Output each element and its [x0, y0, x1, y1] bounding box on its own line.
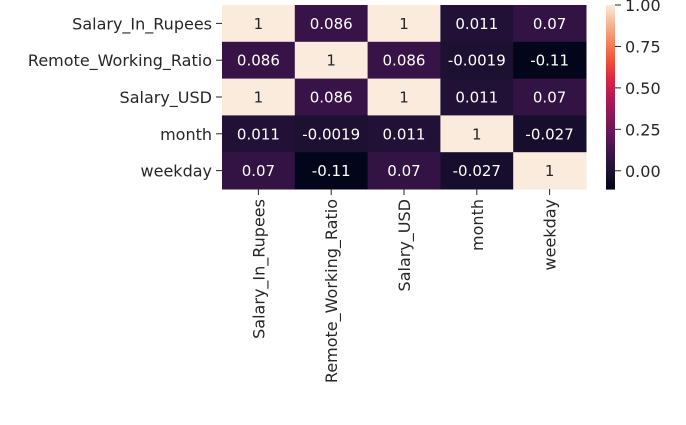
column-label: month [468, 199, 487, 251]
cell-value-label: 0.011 [237, 125, 280, 143]
row-label: Salary_USD [120, 88, 212, 108]
heatmap-cells: 1 0.086 1 0.011 0.07 0.086 1 0.086 -0.0019 -0.11 1… [222, 5, 587, 190]
cell-value-label: 1 [545, 162, 555, 180]
cell-value-label: 0.07 [387, 162, 420, 180]
cell-value-label: 1 [326, 52, 336, 70]
cell-value-label: 0.011 [383, 125, 426, 143]
cell-value-label: 0.07 [533, 89, 566, 107]
row-label: month [160, 125, 212, 144]
cell-value-label: 1 [399, 15, 409, 33]
cell-value-label: 0.07 [242, 162, 275, 180]
row-label: Remote_Working_Ratio [28, 51, 212, 71]
cell-value-label: 1 [399, 89, 409, 107]
colorbar: 1.00 0.75 0.50 0.25 0.00 [606, 0, 661, 190]
cell-value-label: 0.07 [533, 15, 566, 33]
colorbar-tick-label: 0.75 [625, 37, 661, 56]
cell-value-label: 0.011 [455, 15, 498, 33]
row-label: Salary_In_Rupees [72, 14, 212, 34]
column-labels: Salary_In_Rupees Remote_Working_Ratio Sala… [249, 189, 559, 383]
cell-value-label: -0.11 [530, 52, 569, 70]
cell-value-label: -0.11 [312, 162, 351, 180]
cell-value-label: 1 [472, 125, 482, 143]
cell-value-label: -0.027 [525, 125, 573, 143]
cell-value-label: -0.027 [453, 162, 501, 180]
column-label: weekday [541, 199, 560, 270]
cell-value-label: 1 [254, 15, 264, 33]
colorbar-tick-label: 1.00 [625, 0, 661, 15]
colorbar-segment [606, 187, 615, 190]
row-label: weekday [141, 162, 212, 181]
colorbar-tick-label: 0.00 [625, 162, 661, 181]
cell-value-label: 0.086 [310, 89, 353, 107]
column-label: Salary_In_Rupees [249, 199, 269, 339]
column-label: Remote_Working_Ratio [322, 199, 342, 383]
row-labels: Salary_In_Rupees Remote_Working_Ratio Sala… [28, 14, 222, 180]
cell-value-label: 0.011 [455, 89, 498, 107]
cell-value-label: 0.086 [310, 15, 353, 33]
colorbar-tick-label: 0.50 [625, 79, 661, 98]
cell-value-label: -0.0019 [302, 125, 360, 143]
colorbar-tick-label: 0.25 [625, 120, 661, 139]
cell-value-label: 1 [254, 89, 264, 107]
cell-value-label: 0.086 [237, 52, 280, 70]
column-label: Salary_USD [395, 199, 415, 291]
cell-value-label: -0.0019 [448, 52, 506, 70]
cell-value-label: 0.086 [383, 52, 426, 70]
